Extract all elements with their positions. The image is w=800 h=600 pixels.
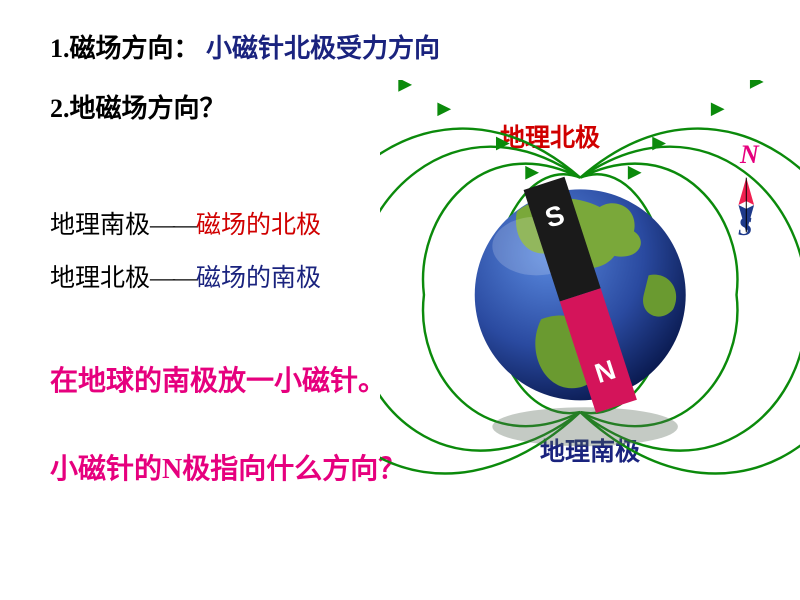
magnetic-south-label: 磁场的南极 <box>196 265 321 292</box>
earth-shadow <box>492 407 678 446</box>
magnetic-north-label: 磁场的北极 <box>196 212 321 239</box>
compass-needle-icon <box>738 178 754 233</box>
heading-2: 2.地磁场方向？ <box>50 88 226 125</box>
heading-1-value: 小磁针北极受力方向 <box>206 34 440 63</box>
geo-mag-pair-1: 地理南极——磁场的北极 <box>50 205 321 241</box>
geographic-south-label: 地理南极 <box>50 212 150 239</box>
earth-magnetic-diagram: S N <box>380 80 800 500</box>
geo-mag-pair-2: 地理北极——磁场的南极 <box>50 258 321 294</box>
heading-1: 1.磁场方向： 小磁针北极受力方向 <box>50 28 440 65</box>
dash-icon: —— <box>150 212 196 239</box>
geographic-north-label: 地理北极 <box>50 265 150 292</box>
dash-icon: —— <box>150 265 196 292</box>
handwritten-note-1: 在地球的南极放一小磁针。 <box>50 360 386 405</box>
handwritten-note-2: 小磁针的N极指向什么方向？ <box>50 448 406 493</box>
heading-1-label: 1.磁场方向： <box>50 34 200 63</box>
